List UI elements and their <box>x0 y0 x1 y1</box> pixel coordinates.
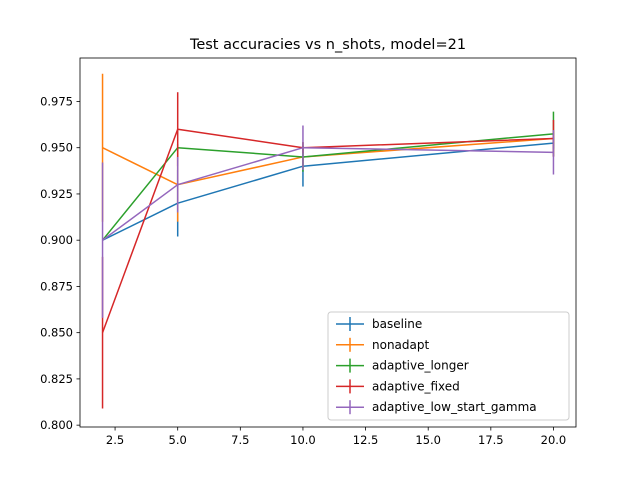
x-tick-label: 5.0 <box>169 433 187 447</box>
y-tick-label: 0.975 <box>40 94 73 108</box>
y-tick-label: 0.950 <box>40 141 73 155</box>
x-tick-label: 20.0 <box>541 433 567 447</box>
legend: baseline nonadapt adaptive_longer adaptive_… <box>328 312 569 420</box>
legend-label: baseline <box>372 317 422 331</box>
x-tick-label: 12.5 <box>353 433 379 447</box>
x-tick-label: 10.0 <box>290 433 316 447</box>
legend-label: nonadapt <box>372 338 429 352</box>
x-tick-label: 17.5 <box>478 433 504 447</box>
legend-label: adaptive_low_start_gamma <box>372 400 537 414</box>
x-tick-label: 2.5 <box>106 433 124 447</box>
y-tick-label: 0.850 <box>40 326 73 340</box>
y-tick-label: 0.825 <box>40 372 73 386</box>
y-tick-label: 0.800 <box>40 418 73 432</box>
legend-item-nonadapt: nonadapt <box>336 338 429 352</box>
y-tick-label: 0.925 <box>40 187 73 201</box>
x-tick-label: 15.0 <box>415 433 441 447</box>
legend-label: adaptive_fixed <box>372 379 460 393</box>
x-tick-label: 7.5 <box>231 433 249 447</box>
y-tick-label: 0.900 <box>40 233 73 247</box>
y-tick-label: 0.875 <box>40 279 73 293</box>
chart-title: Test accuracies vs n_shots, model=21 <box>189 37 466 53</box>
legend-label: adaptive_longer <box>372 359 469 373</box>
